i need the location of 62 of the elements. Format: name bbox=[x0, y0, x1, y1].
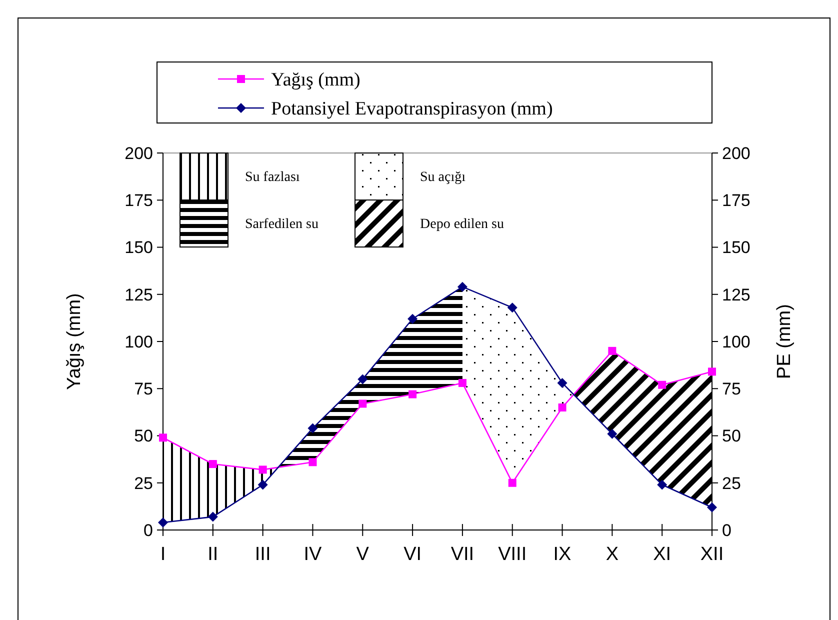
y2-tick-label: 125 bbox=[722, 285, 750, 304]
point bbox=[158, 517, 168, 528]
x-tick-label: VII bbox=[450, 544, 474, 565]
x-tick-label: X bbox=[606, 544, 619, 565]
point bbox=[308, 423, 318, 434]
y2-tick-label: 75 bbox=[722, 380, 741, 399]
point bbox=[608, 346, 616, 355]
y-tick-label: 25 bbox=[134, 474, 153, 493]
legend-label: Potansiyel Evapotranspirasyon (mm) bbox=[271, 98, 553, 120]
y2-tick-label: 175 bbox=[722, 191, 750, 210]
y-tick-label: 75 bbox=[134, 380, 153, 399]
y-tick-label: 175 bbox=[124, 191, 153, 210]
y2-axis-title: PE (mm) bbox=[774, 304, 795, 379]
point bbox=[458, 378, 466, 387]
y-tick-label: 50 bbox=[134, 426, 153, 446]
x-tick-label: IV bbox=[304, 544, 322, 565]
annotation: Depo edilen su bbox=[420, 216, 504, 232]
point bbox=[258, 480, 268, 490]
y-axis-title: Yağış (mm) bbox=[64, 293, 85, 390]
y-tick-label: 200 bbox=[124, 144, 153, 163]
point bbox=[658, 380, 666, 389]
point bbox=[508, 478, 516, 487]
x-tick-label: VIII bbox=[498, 544, 527, 565]
legend-label: Yağış (mm) bbox=[271, 70, 360, 91]
point bbox=[308, 458, 317, 466]
point bbox=[408, 390, 417, 398]
point bbox=[358, 400, 367, 408]
y2-tick-label: 25 bbox=[722, 474, 741, 493]
point bbox=[557, 378, 568, 388]
point bbox=[358, 374, 368, 384]
annotation: Sarfedilen su bbox=[245, 216, 318, 232]
x-tick-label: I bbox=[160, 544, 166, 565]
point bbox=[558, 403, 566, 412]
annotation: Su fazlası bbox=[245, 170, 300, 185]
x-tick-label: XII bbox=[700, 544, 724, 565]
y-tick-label: 100 bbox=[124, 332, 153, 352]
y-tick-label: 0 bbox=[144, 520, 153, 540]
y2-tick-label: 150 bbox=[722, 238, 750, 258]
x-tick-label: V bbox=[356, 544, 370, 565]
y2-tick-label: 200 bbox=[722, 144, 750, 163]
y-tick-label: 125 bbox=[124, 285, 153, 304]
y-tick-label: 150 bbox=[124, 238, 153, 258]
point bbox=[507, 302, 518, 313]
point bbox=[607, 428, 618, 439]
point bbox=[707, 502, 717, 512]
annotation: Su açığı bbox=[420, 170, 466, 185]
y2-tick-label: 50 bbox=[722, 426, 741, 446]
y2-tick-label: 0 bbox=[722, 520, 732, 540]
point bbox=[208, 460, 217, 468]
x-tick-label: II bbox=[208, 544, 218, 565]
point bbox=[457, 282, 468, 292]
x-tick-label: IX bbox=[553, 544, 572, 565]
point bbox=[708, 368, 716, 376]
x-tick-label: XI bbox=[653, 544, 672, 565]
point bbox=[159, 434, 167, 442]
point bbox=[208, 512, 218, 522]
point bbox=[408, 314, 418, 324]
x-tick-label: III bbox=[254, 544, 271, 565]
y2-tick-label: 100 bbox=[722, 332, 750, 352]
x-tick-label: VI bbox=[404, 544, 422, 565]
point bbox=[258, 466, 267, 474]
point bbox=[657, 480, 668, 490]
